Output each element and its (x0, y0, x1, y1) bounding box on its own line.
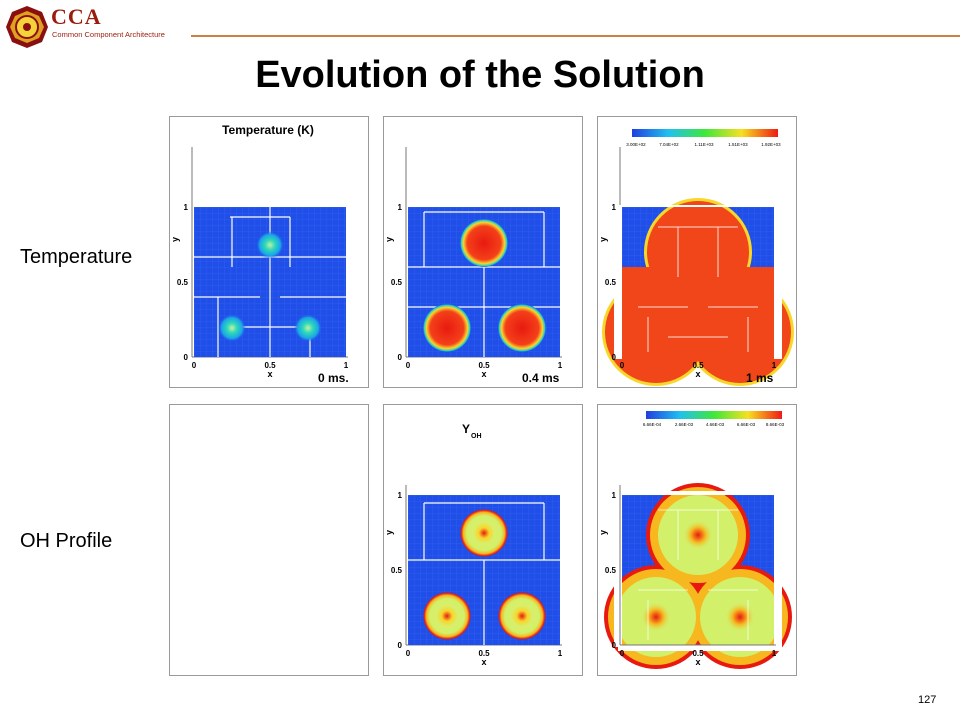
legend-tick: 6.66E-03 (737, 422, 756, 427)
amr-grid-lines (638, 226, 758, 352)
legend-tick: 7.04E+02 (659, 142, 679, 147)
x-axis-label: x (695, 369, 700, 379)
y-axis-label: y (384, 530, 394, 535)
x-tick: 1 (558, 649, 563, 658)
x-tick: 1 (558, 361, 563, 370)
x-tick: 0.5 (692, 361, 704, 370)
temperature-plot-svg: 1 0.5 0 y 0 0.5 1 x 0.4 ms (384, 147, 563, 385)
plot-oh-mid: Y OH 1 0.5 0 y 0 0.5 1 x (383, 404, 583, 676)
y-axis-label: y (598, 530, 608, 535)
x-tick: 0 (406, 361, 411, 370)
slide-title: Evolution of the Solution (255, 54, 705, 96)
x-tick: 0.5 (264, 361, 276, 370)
y-tick: 0 (612, 641, 617, 650)
legend-tick: 1.92E+03 (761, 142, 781, 147)
cca-logo-icon (6, 6, 48, 48)
oh-plot-svg: 6.66E-04 2.66E-03 4.66E-03 6.66E-03 8.66… (598, 411, 792, 669)
oh-ring-left (423, 592, 471, 640)
legend-tick: 1.11E+03 (694, 142, 714, 147)
oh-ring-top (460, 509, 508, 557)
y-tick: 0.5 (391, 278, 403, 287)
x-axis-label: x (481, 657, 486, 667)
oh-ring-right (498, 592, 546, 640)
x-tick: 0 (192, 361, 197, 370)
header-divider (191, 35, 960, 37)
oh-plot-svg: Y OH 1 0.5 0 y 0 0.5 1 x (384, 422, 563, 667)
legend-tick: 3.00E+02 (626, 142, 646, 147)
plot-title: Temperature (K) (222, 123, 314, 137)
x-tick: 1 (772, 649, 777, 658)
flame-kernel-top (256, 231, 284, 259)
y-tick: 0 (398, 353, 403, 362)
y-tick: 1 (612, 203, 617, 212)
x-tick: 0.5 (478, 361, 490, 370)
y-tick: 0.5 (177, 278, 189, 287)
flame-kernel-left (423, 304, 471, 352)
y-tick: 0.5 (605, 278, 617, 287)
plot-oh-empty (169, 404, 369, 676)
amr-grid-lines (638, 509, 758, 640)
legend-tick: 1.51E+03 (728, 142, 748, 147)
row-label-temperature: Temperature (20, 246, 133, 268)
x-tick: 0 (620, 361, 625, 370)
y-axis-label: y (598, 237, 608, 242)
x-tick: 0 (620, 649, 625, 658)
x-tick: 0.5 (478, 649, 490, 658)
temperature-plot-svg: 3.00E+02 7.04E+02 1.11E+03 1.51E+03 1.92… (598, 129, 794, 386)
legend-tick: 6.66E-04 (643, 422, 662, 427)
temperature-plot-svg: Temperature (K) 1 0.5 0 y 0 0.5 1 x 0 ms… (170, 123, 349, 385)
y-tick: 0 (612, 353, 617, 362)
x-axis-label: x (481, 369, 486, 379)
legend-tick: 4.66E-03 (706, 422, 725, 427)
y-tick: 1 (398, 203, 403, 212)
page-number: 127 (918, 694, 937, 706)
flame-kernel-right (294, 314, 322, 342)
x-tick: 1 (772, 361, 777, 370)
flame-kernel-top (460, 219, 508, 267)
x-tick: 1 (344, 361, 349, 370)
y-axis-label: y (170, 237, 180, 242)
legend-tick: 8.66E-03 (766, 422, 785, 427)
plot-title: Y (462, 422, 470, 436)
y-tick: 0.5 (391, 566, 403, 575)
plot-temperature-0ms: Temperature (K) 1 0.5 0 y 0 0.5 1 x 0 ms… (169, 116, 369, 388)
time-label: 0 ms. (318, 371, 349, 385)
x-axis-label: x (695, 657, 700, 667)
color-legend-bar (646, 411, 782, 419)
y-axis-label: y (384, 237, 394, 242)
color-legend-bar (632, 129, 778, 137)
cca-logo (4, 4, 50, 50)
plot-temperature-0.4ms: 1 0.5 0 y 0 0.5 1 x 0.4 ms (383, 116, 583, 388)
flame-kernel-right (498, 304, 546, 352)
logo-subtext: Common Component Architecture (52, 30, 165, 39)
logo-text: CCA (51, 4, 102, 29)
x-tick: 0 (406, 649, 411, 658)
y-tick: 1 (398, 491, 403, 500)
plot-title-subscript: OH (471, 433, 482, 440)
plot-oh-late: 6.66E-04 2.66E-03 4.66E-03 6.66E-03 8.66… (597, 404, 797, 676)
y-tick: 1 (184, 203, 189, 212)
time-label: 1 ms (746, 371, 774, 385)
y-tick: 1 (612, 491, 617, 500)
x-axis-label: x (267, 369, 272, 379)
flame-kernel-left (218, 314, 246, 342)
plot-temperature-1ms: 3.00E+02 7.04E+02 1.11E+03 1.51E+03 1.92… (597, 116, 797, 388)
x-tick: 0.5 (692, 649, 704, 658)
row-label-oh-profile: OH Profile (20, 530, 113, 552)
y-tick: 0 (184, 353, 189, 362)
legend-tick: 2.66E-03 (675, 422, 694, 427)
y-tick: 0 (398, 641, 403, 650)
y-tick: 0.5 (605, 566, 617, 575)
amr-grid-lines (408, 502, 560, 645)
time-label: 0.4 ms (522, 371, 560, 385)
